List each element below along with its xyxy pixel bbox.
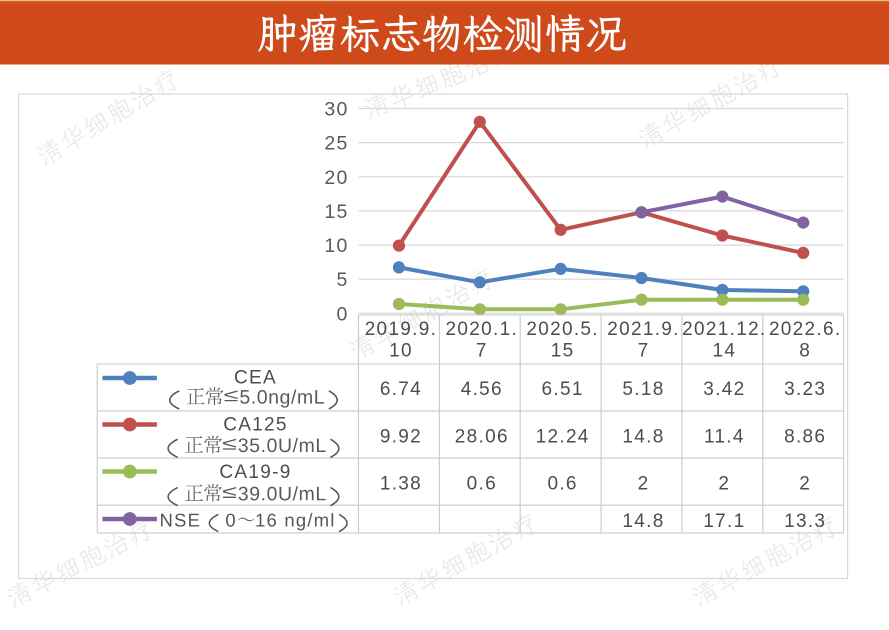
svg-text:CA19-9: CA19-9 [219,462,291,483]
svg-text:2021.12.: 2021.12. [682,319,766,340]
svg-text:15: 15 [551,341,575,362]
svg-text:15: 15 [324,201,348,223]
svg-text:14.8: 14.8 [622,426,664,447]
svg-text:2: 2 [799,474,811,495]
svg-text:6.51: 6.51 [542,379,584,400]
svg-text:5.18: 5.18 [622,379,664,400]
svg-text:2019.9.: 2019.9. [365,319,438,340]
svg-text:28.06: 28.06 [455,426,509,447]
svg-text:30: 30 [324,99,348,121]
svg-text:3.42: 3.42 [703,379,745,400]
svg-text:0.6: 0.6 [547,474,577,495]
svg-text:CEA: CEA [234,368,277,389]
svg-text:2020.5.: 2020.5. [526,319,599,340]
svg-text:8: 8 [799,341,811,362]
svg-text:7: 7 [476,341,488,362]
svg-text:2021.9.: 2021.9. [607,319,680,340]
svg-text:2022.6.: 2022.6. [769,319,842,340]
svg-text:7: 7 [638,341,650,362]
svg-text:4.56: 4.56 [461,379,503,400]
svg-text:6.74: 6.74 [380,379,422,400]
svg-text:25: 25 [324,133,348,155]
svg-text:CA125: CA125 [223,415,288,436]
svg-text:3.23: 3.23 [784,379,826,400]
svg-text:10: 10 [389,341,413,362]
svg-text:12.24: 12.24 [536,426,590,447]
svg-text:11.4: 11.4 [704,426,745,447]
svg-text:10: 10 [324,235,348,257]
svg-text:17.1: 17.1 [703,511,745,532]
svg-text:2: 2 [718,474,730,495]
svg-text:14: 14 [712,341,736,362]
svg-text:14.8: 14.8 [622,511,664,532]
svg-text:9.92: 9.92 [380,426,422,447]
svg-text:5: 5 [336,269,348,291]
svg-text:0: 0 [336,303,348,325]
svg-text:2020.1.: 2020.1. [446,319,519,340]
svg-text:2: 2 [638,474,650,495]
svg-text:20: 20 [324,167,348,189]
svg-text:8.86: 8.86 [784,426,826,447]
svg-text:13.3: 13.3 [784,511,826,532]
svg-text:1.38: 1.38 [380,474,422,495]
svg-text:0.6: 0.6 [467,474,497,495]
